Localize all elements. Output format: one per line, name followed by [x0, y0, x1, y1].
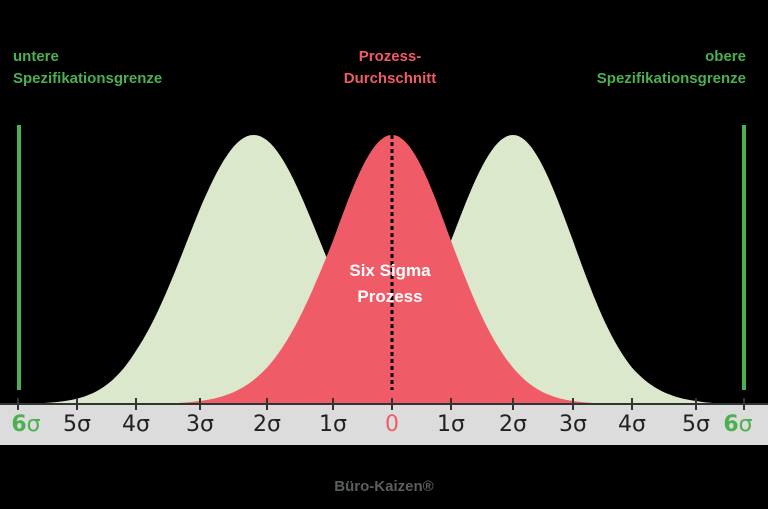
lower-spec-limit-label: untere Spezifikationsgrenze [13, 46, 162, 90]
tick-label: 1σ [437, 412, 465, 437]
tick-label: 5σ [682, 412, 710, 437]
tick-label: 5σ [63, 412, 91, 437]
six-sigma-curve [18, 135, 744, 404]
tick-label: 0 [385, 412, 399, 437]
tick-label: 6σ [11, 412, 41, 437]
tick-label: 3σ [559, 412, 587, 437]
axis-band [0, 404, 768, 445]
right-shifted-curve [18, 135, 744, 404]
upper-label-line2: Spezifikationsgrenze [596, 70, 746, 87]
left-shifted-curve [18, 135, 744, 404]
mean-label-line2: Durchschnitt [343, 70, 437, 87]
x-axis-ticks [17, 398, 745, 410]
logo: Büro-Kaizen® [334, 478, 434, 495]
tick-label: 3σ [186, 412, 214, 437]
tick-label: 2σ [499, 412, 527, 437]
six-sigma-process-label: Six Sigma Prozess [320, 258, 460, 310]
mean-label-line1: Prozess- [358, 48, 422, 65]
lower-label-line1: untere [13, 48, 59, 65]
process-mean-label: Prozess- Durchschnitt [300, 46, 480, 90]
tick-label: 2σ [253, 412, 281, 437]
center-label-line1: Six Sigma [349, 261, 431, 280]
center-label-line2: Prozess [357, 287, 423, 306]
tick-label: 1σ [319, 412, 347, 437]
upper-label-line1: obere [705, 48, 746, 65]
tick-label: 4σ [122, 412, 150, 437]
upper-spec-limit-label: obere Spezifikationsgrenze [597, 46, 746, 90]
tick-label: 4σ [618, 412, 646, 437]
lower-label-line2: Spezifikationsgrenze [13, 70, 163, 87]
tick-label: 6σ [723, 412, 753, 437]
